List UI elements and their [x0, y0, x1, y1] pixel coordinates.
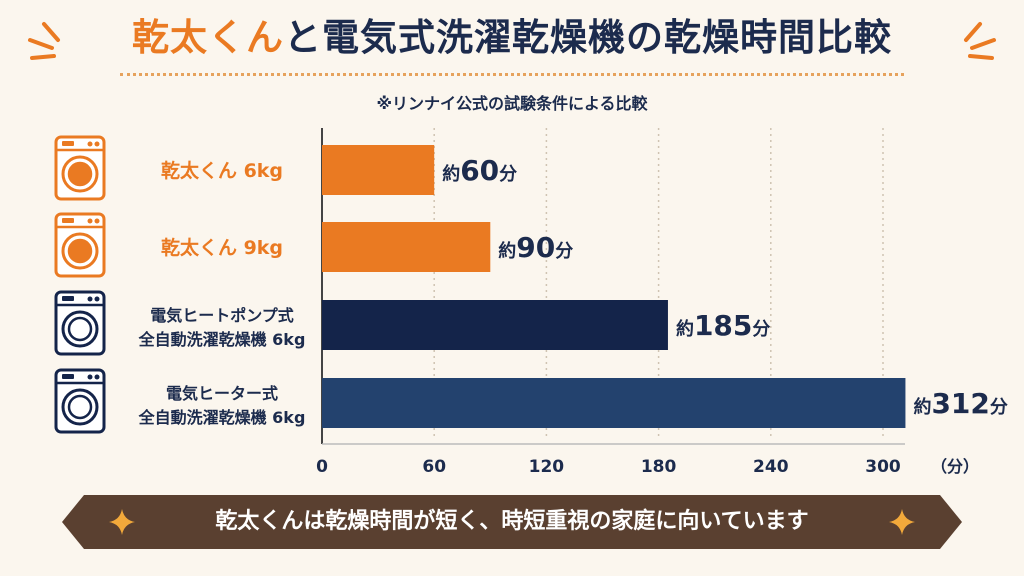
bar — [322, 378, 906, 428]
conclusion-text: 乾太くんは乾燥時間が短く、時短重視の家庭に向いています — [215, 509, 809, 534]
x-tick-label: 0 — [316, 457, 328, 477]
category-label: 電気ヒートポンプ式 — [150, 306, 294, 325]
page-title: 乾太くんと電気式洗濯乾燥機の乾燥時間比較 — [0, 8, 1024, 68]
bar-chart: 0 60 120 180 240 300 （分） 約60分 乾太くん 6kg 約90分 乾太くん 9… — [54, 128, 1008, 477]
bar — [322, 222, 491, 272]
category-label: 乾太くん 9kg — [161, 236, 283, 259]
conclusion-banner — [62, 495, 962, 549]
title-rest: と電気式洗濯乾燥機の乾燥時間比較 — [284, 16, 892, 59]
value-label: 約185分 — [676, 309, 770, 342]
x-tick-label: 180 — [641, 457, 677, 477]
x-tick-label: 60 — [422, 457, 446, 477]
washer-navy-icon — [54, 290, 106, 356]
bar — [322, 145, 435, 195]
category-label: 乾太くん 6kg — [161, 159, 283, 182]
value-label: 約60分 — [442, 154, 517, 187]
value-label: 約90分 — [498, 231, 573, 264]
washer-orange-icon — [54, 135, 106, 201]
bar — [322, 300, 668, 350]
value-label: 約312分 — [913, 387, 1007, 420]
chart-subtitle: ※リンナイ公式の試験条件による比較 — [376, 94, 648, 113]
washer-orange-icon — [54, 212, 106, 278]
x-tick-label: 300 — [865, 457, 901, 477]
sparkle-left-icon — [109, 509, 135, 535]
category-label: 全自動洗濯乾燥機 6kg — [138, 330, 306, 349]
title-divider — [120, 73, 904, 76]
sparkle-right-icon — [889, 509, 915, 535]
category-label: 全自動洗濯乾燥機 6kg — [138, 408, 306, 427]
washer-navy-icon — [54, 368, 106, 434]
title-product: 乾太くん — [132, 16, 284, 59]
x-tick-label: 240 — [753, 457, 789, 477]
x-unit-label: （分） — [931, 457, 979, 476]
title-accent-right-icon — [964, 22, 996, 60]
category-label: 電気ヒーター式 — [166, 384, 278, 403]
title-accent-left-icon — [28, 22, 60, 60]
x-tick-label: 120 — [529, 457, 565, 477]
